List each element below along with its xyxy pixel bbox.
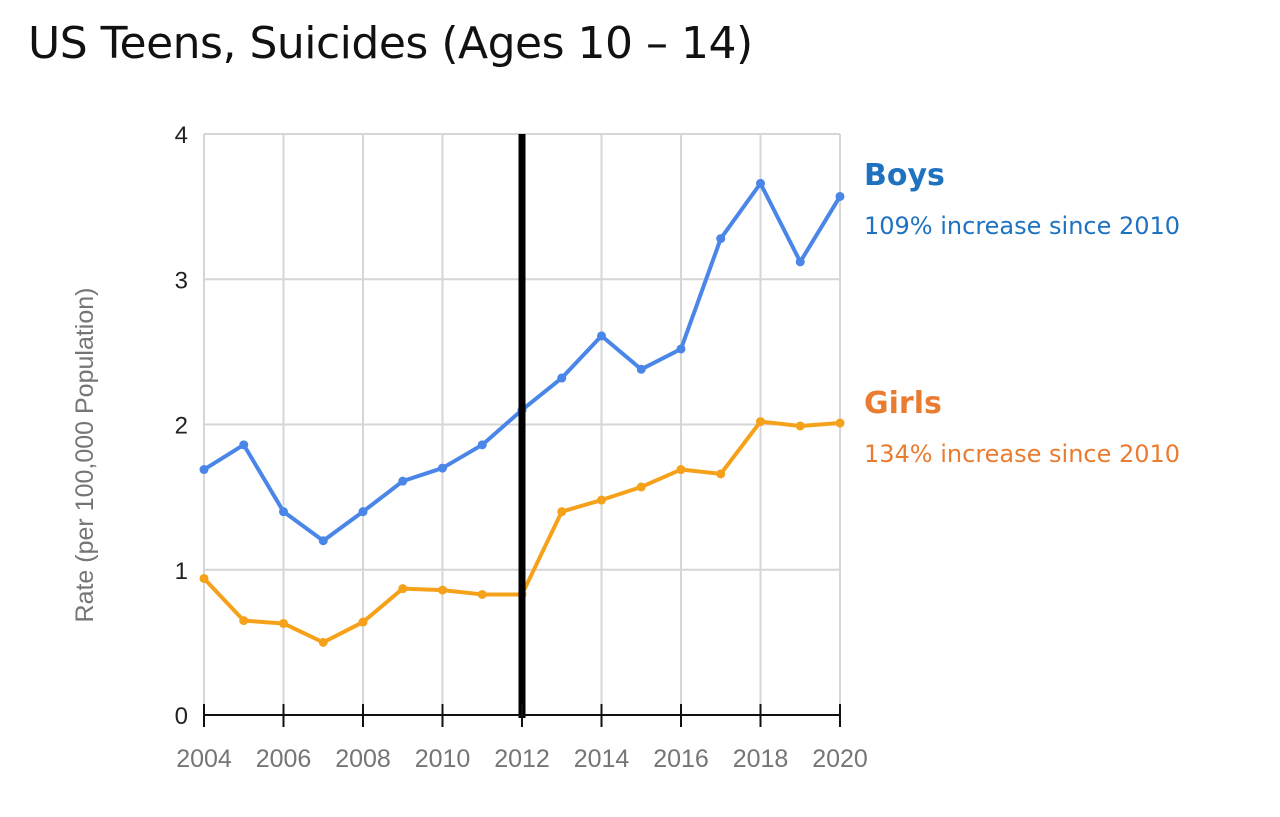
boys-annotation-label: Boys bbox=[864, 158, 945, 193]
data-point-girls bbox=[438, 585, 447, 595]
data-point-girls bbox=[676, 465, 686, 475]
data-point-girls bbox=[279, 618, 288, 628]
data-point-boys bbox=[279, 507, 288, 517]
x-tick-label: 2012 bbox=[494, 745, 550, 773]
y-tick-label: 0 bbox=[175, 703, 188, 730]
data-point-boys bbox=[597, 331, 606, 341]
y-axis-label: Rate (per 100,000 Population) bbox=[71, 288, 99, 623]
data-point-boys bbox=[716, 234, 726, 244]
data-point-girls bbox=[716, 469, 726, 479]
data-point-girls bbox=[756, 417, 765, 427]
data-point-girls bbox=[477, 589, 487, 599]
data-point-boys bbox=[199, 465, 209, 475]
data-point-boys bbox=[398, 476, 408, 486]
x-tick-label: 2020 bbox=[812, 745, 868, 773]
data-point-girls bbox=[239, 616, 249, 626]
y-tick-label: 2 bbox=[175, 413, 188, 440]
data-point-boys bbox=[477, 440, 487, 450]
data-point-boys bbox=[636, 364, 646, 374]
data-point-boys bbox=[318, 536, 328, 546]
data-point-boys bbox=[795, 257, 805, 267]
x-tick-label: 2010 bbox=[415, 745, 471, 773]
x-tick-label: 2016 bbox=[653, 745, 709, 773]
y-tick-label: 1 bbox=[175, 558, 188, 585]
data-point-boys bbox=[756, 178, 765, 188]
chart-title: US Teens, Suicides (Ages 10 – 14) bbox=[28, 18, 753, 69]
data-point-girls bbox=[398, 584, 408, 594]
data-point-girls bbox=[835, 418, 845, 428]
boys-annotation-text: 109% increase since 2010 bbox=[864, 212, 1181, 240]
data-point-girls bbox=[795, 421, 805, 431]
data-point-girls bbox=[358, 617, 368, 627]
data-point-boys bbox=[835, 191, 845, 201]
data-point-girls bbox=[597, 495, 606, 505]
data-point-boys bbox=[358, 507, 368, 517]
data-point-girls bbox=[318, 637, 328, 647]
series-lines bbox=[199, 134, 845, 718]
data-point-boys bbox=[438, 463, 447, 473]
x-tick-label: 2008 bbox=[335, 745, 391, 773]
axes: 0 1 2 3 4 2004 2006 2008 2010 2012 2014 2016 2018 202… bbox=[175, 122, 868, 773]
data-point-girls bbox=[557, 507, 567, 517]
data-point-boys bbox=[557, 373, 567, 383]
x-tick-label: 2018 bbox=[733, 745, 789, 773]
data-point-girls bbox=[199, 573, 209, 583]
data-point-boys bbox=[239, 440, 249, 450]
x-tick-label: 2004 bbox=[176, 745, 232, 773]
data-point-girls bbox=[636, 482, 646, 492]
y-tick-label: 4 bbox=[175, 122, 188, 149]
data-point-boys bbox=[676, 344, 686, 354]
girls-annotation-text: 134% increase since 2010 bbox=[864, 440, 1181, 468]
x-tick-label: 2014 bbox=[574, 745, 630, 773]
x-tick-label: 2006 bbox=[256, 745, 312, 773]
y-tick-label: 3 bbox=[175, 267, 188, 294]
girls-annotation-label: Girls bbox=[864, 386, 942, 421]
